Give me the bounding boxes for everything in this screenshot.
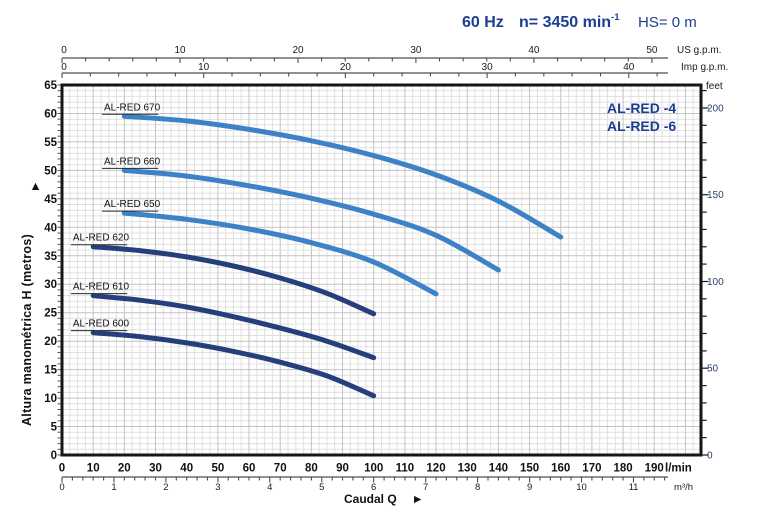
y-left-tick-label: 60 bbox=[44, 109, 57, 121]
lmin-tick-label: 140 bbox=[489, 463, 508, 475]
lmin-tick-label: 180 bbox=[614, 463, 633, 475]
curve-label-al-red-670: AL-RED 670 bbox=[104, 102, 161, 113]
curve-al-red-600 bbox=[90, 330, 377, 399]
m3h-tick-label: 0 bbox=[59, 482, 64, 493]
us_gpm-tick-label: 10 bbox=[174, 45, 186, 56]
m3h-tick-label: 5 bbox=[319, 482, 324, 493]
y-axis-arrow-icon: ▶ bbox=[30, 182, 41, 190]
lmin-tick-label: 60 bbox=[243, 463, 256, 475]
m3h-tick-label: 4 bbox=[267, 482, 272, 493]
curve-label-al-red-600: AL-RED 600 bbox=[73, 319, 130, 330]
curve-label-al-red-620: AL-RED 620 bbox=[73, 233, 130, 244]
y-right-tick-label: 50 bbox=[707, 364, 719, 375]
lmin-tick-label: 50 bbox=[212, 463, 225, 475]
curve-label-al-red-660: AL-RED 660 bbox=[104, 156, 161, 167]
m3h-tick-label: 8 bbox=[475, 482, 480, 493]
y-left-tick-label: 30 bbox=[44, 279, 57, 291]
title-speed-exponent: -1 bbox=[611, 12, 620, 23]
lmin-tick-label: 40 bbox=[180, 463, 193, 475]
lmin-tick-label: 30 bbox=[149, 463, 162, 475]
us_gpm-tick-label: 50 bbox=[646, 45, 658, 56]
y-axis-title: Altura manométrica H (metros) bbox=[20, 234, 34, 426]
plot-frame bbox=[60, 83, 703, 457]
m3h-tick-label: 11 bbox=[629, 482, 639, 493]
lmin-tick-label: 0 bbox=[59, 463, 65, 475]
lmin-tick-label: 70 bbox=[274, 463, 287, 475]
y-left-tick-label: 40 bbox=[44, 222, 57, 234]
lmin-tick-label: 10 bbox=[87, 463, 100, 475]
feet-unit-label: feet bbox=[706, 81, 723, 92]
curve-al-red-660 bbox=[121, 167, 501, 273]
lmin-tick-label: 170 bbox=[582, 463, 601, 475]
lmin-tick-label: 150 bbox=[520, 463, 539, 475]
m3h-tick-label: 2 bbox=[163, 482, 168, 493]
y-right-tick-label: 0 bbox=[707, 451, 713, 462]
lmin-tick-label: 160 bbox=[551, 463, 570, 475]
m3h-tick-label: 3 bbox=[215, 482, 220, 493]
imp_gpm-tick-label: 0 bbox=[61, 62, 67, 73]
y-left-tick-label: 15 bbox=[44, 365, 57, 377]
x-axis-title: Caudal Q bbox=[344, 492, 397, 506]
x-axis-arrow-icon: ▶ bbox=[414, 494, 422, 505]
curve-label-al-red-610: AL-RED 610 bbox=[73, 282, 130, 293]
curve-al-red-650 bbox=[121, 210, 439, 297]
lmin-tick-label: 20 bbox=[118, 463, 131, 475]
lmin-tick-label: 110 bbox=[396, 463, 415, 475]
title-speed: n= 3450 min-1 bbox=[519, 12, 620, 31]
curve-al-red-670 bbox=[121, 113, 564, 240]
y-left-tick-label: 25 bbox=[44, 308, 57, 320]
lmin-tick-label: 80 bbox=[305, 463, 318, 475]
lmin-unit-label: l/min bbox=[665, 463, 692, 475]
y-left-tick-label: 50 bbox=[44, 165, 57, 177]
title-suction-head: HS= 0 m bbox=[638, 14, 697, 31]
y-right-tick-label: 150 bbox=[707, 190, 724, 201]
title-speed-value: n= 3450 min bbox=[519, 14, 611, 31]
lmin-tick-label: 90 bbox=[336, 463, 349, 475]
y-left-tick-label: 0 bbox=[51, 450, 57, 462]
lmin-tick-label: 120 bbox=[426, 463, 445, 475]
m3h-tick-label: 10 bbox=[576, 482, 587, 493]
y-left-tick-label: 65 bbox=[44, 80, 57, 92]
m3h-tick-label: 9 bbox=[527, 482, 532, 493]
lmin-tick-label: 190 bbox=[645, 463, 664, 475]
y-left-tick-label: 55 bbox=[44, 137, 57, 149]
legend-al-red-4: AL-RED -4 bbox=[607, 100, 676, 116]
y-left-tick-label: 35 bbox=[44, 251, 57, 263]
curve-label-al-red-650: AL-RED 650 bbox=[104, 199, 161, 210]
us_gpm-tick-label: 0 bbox=[61, 45, 67, 56]
m3h-tick-label: 7 bbox=[423, 482, 428, 493]
us_gpm-tick-label: 40 bbox=[528, 45, 540, 56]
y-left-tick-label: 20 bbox=[44, 336, 57, 348]
y-right-tick-label: 100 bbox=[707, 277, 724, 288]
imp-gpm-unit-label: Imp g.p.m. bbox=[681, 62, 728, 73]
imp_gpm-tick-label: 40 bbox=[623, 62, 635, 73]
y-right-tick-label: 200 bbox=[707, 104, 724, 115]
legend-al-red-6: AL-RED -6 bbox=[607, 118, 676, 134]
curve-al-red-610 bbox=[90, 293, 377, 361]
curve-al-red-620 bbox=[90, 244, 377, 317]
m3h-unit-label: m³/h bbox=[674, 482, 693, 493]
us_gpm-tick-label: 30 bbox=[410, 45, 422, 56]
m3h-tick-label: 6 bbox=[371, 482, 376, 493]
chart-generated-layer: 0 10 20 30 40 500 10 20 30 4005101520253035404550… bbox=[44, 45, 724, 493]
lmin-tick-label: 130 bbox=[458, 463, 477, 475]
y-left-tick-label: 45 bbox=[44, 194, 57, 206]
lmin-tick-label: 100 bbox=[364, 463, 383, 475]
imp_gpm-tick-label: 30 bbox=[482, 62, 494, 73]
us_gpm-tick-label: 20 bbox=[292, 45, 304, 56]
title-frequency: 60 Hz bbox=[462, 14, 504, 31]
m3h-tick-label: 1 bbox=[111, 482, 116, 493]
imp_gpm-tick-label: 20 bbox=[340, 62, 352, 73]
y-left-tick-label: 5 bbox=[51, 422, 58, 434]
y-left-tick-label: 10 bbox=[44, 393, 57, 405]
us-gpm-unit-label: US g.p.m. bbox=[677, 45, 721, 56]
imp_gpm-tick-label: 10 bbox=[198, 62, 210, 73]
